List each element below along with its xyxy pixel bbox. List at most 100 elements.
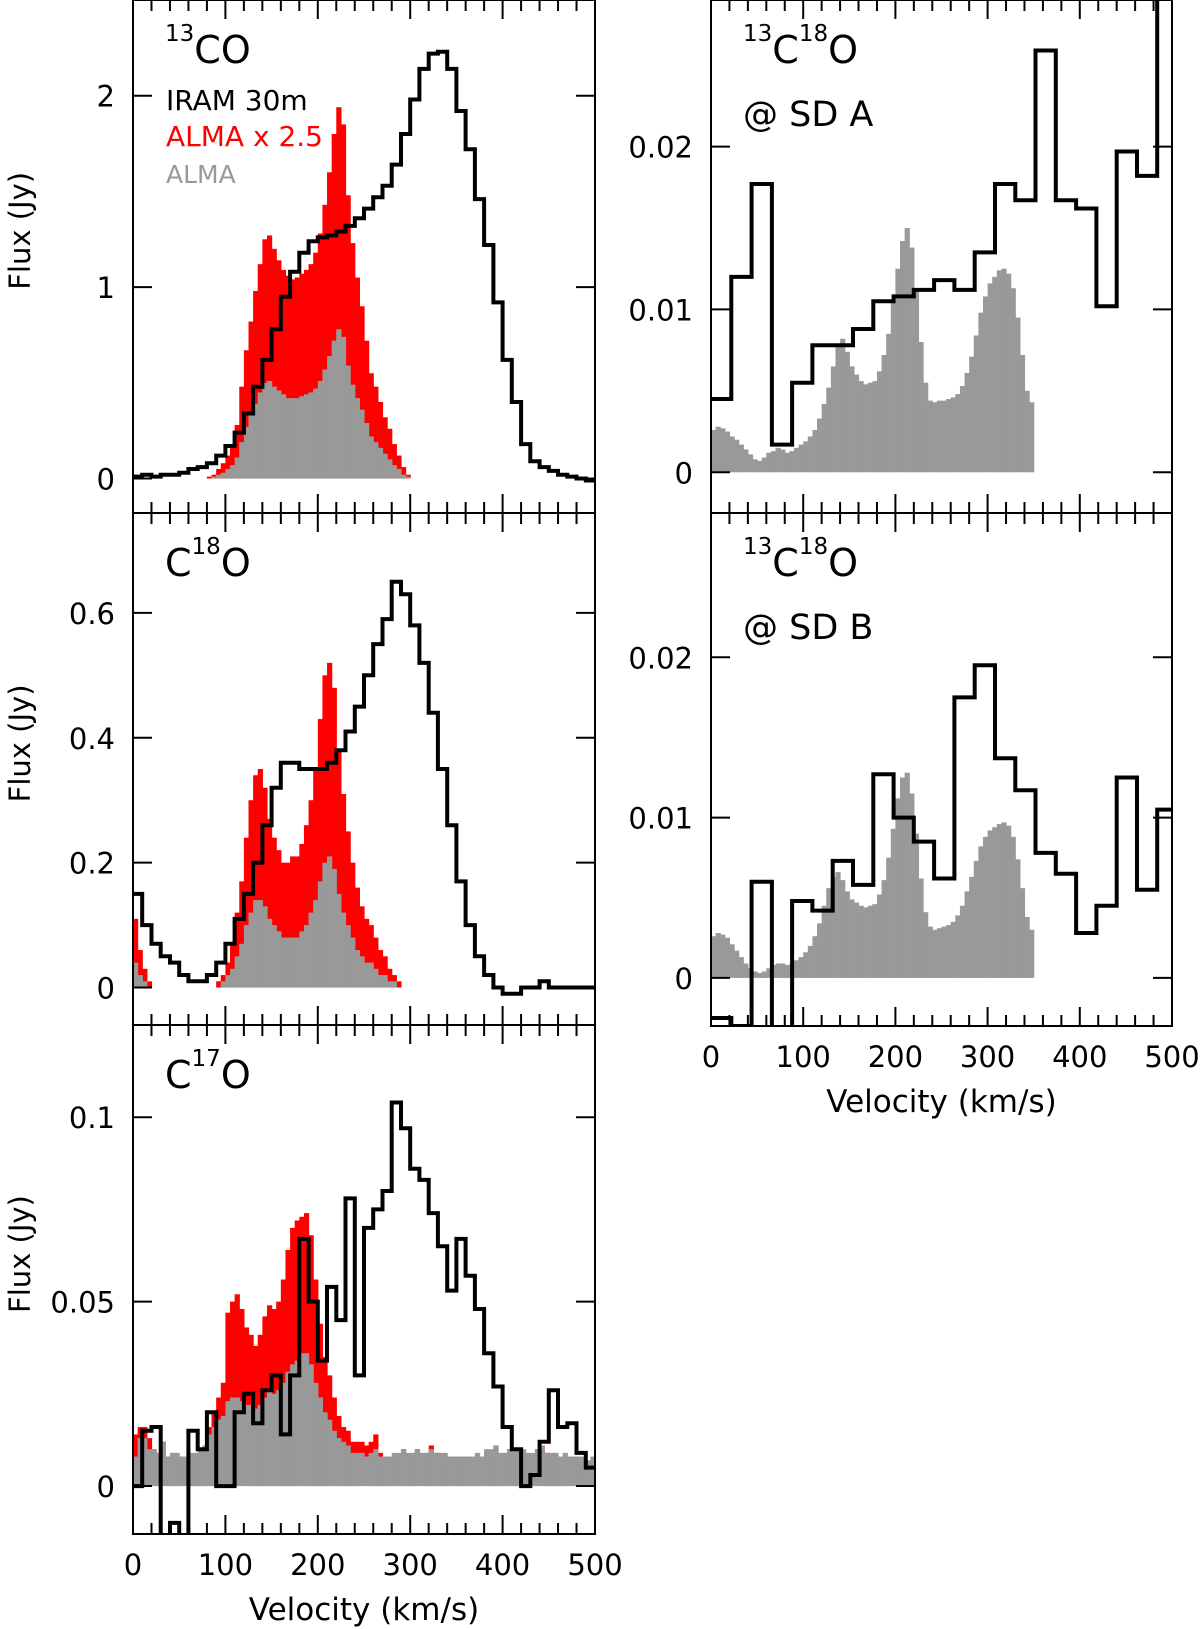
histogram-bar bbox=[179, 1456, 185, 1487]
histogram-bar bbox=[299, 1216, 305, 1487]
histogram-bar bbox=[784, 452, 790, 473]
legend-iram-30m: IRAM 30m bbox=[166, 84, 308, 117]
iram-30m-step-line bbox=[711, 663, 1172, 1026]
histogram-bar bbox=[271, 1393, 277, 1487]
histogram-bar bbox=[812, 936, 818, 978]
histogram-bar bbox=[308, 264, 314, 479]
species-isotope-number: 13 bbox=[743, 21, 772, 47]
histogram-bar bbox=[322, 369, 328, 479]
histogram-bar bbox=[1029, 402, 1035, 473]
histogram-bar bbox=[474, 1452, 481, 1487]
histogram-bar bbox=[364, 918, 370, 988]
histogram-bar bbox=[239, 1401, 245, 1487]
histogram-bar bbox=[382, 975, 388, 988]
histogram-bar bbox=[285, 398, 291, 479]
histogram-bar bbox=[876, 894, 883, 978]
histogram-bar bbox=[890, 828, 896, 978]
y-tick-label: 0.05 bbox=[50, 1286, 115, 1320]
y-tick-label: 0 bbox=[97, 972, 115, 1006]
histogram-bar bbox=[234, 424, 240, 479]
histogram-bar bbox=[909, 793, 915, 978]
y-axis-ticks bbox=[711, 145, 1172, 474]
histogram-bar bbox=[830, 366, 837, 473]
histogram-bar bbox=[290, 279, 296, 479]
histogram-bar bbox=[364, 1456, 370, 1487]
histogram-bar bbox=[872, 381, 878, 473]
histogram-bar bbox=[433, 1452, 439, 1487]
histogram-bar bbox=[711, 429, 717, 473]
histogram-bar bbox=[262, 906, 268, 988]
iram-30m-step-line bbox=[133, 49, 595, 483]
histogram-bar bbox=[844, 891, 850, 978]
histogram-bar bbox=[442, 1452, 448, 1487]
species-label: 13C18O bbox=[743, 21, 858, 72]
histogram-bar bbox=[844, 351, 850, 473]
alma-scaled-histogram bbox=[206, 107, 411, 479]
histogram-bar bbox=[396, 981, 402, 988]
histogram-bar bbox=[373, 968, 379, 988]
y-tick-label: 1 bbox=[97, 271, 115, 305]
histogram-bar bbox=[225, 1312, 231, 1487]
panel-frame bbox=[710, 512, 1173, 1027]
histogram-bar bbox=[336, 107, 342, 479]
histogram-bar bbox=[373, 1449, 379, 1487]
histogram-bar bbox=[239, 943, 245, 988]
x-tick-label: 100 bbox=[776, 1040, 831, 1074]
histogram-bar bbox=[299, 931, 305, 988]
histogram-bar bbox=[992, 827, 998, 978]
histogram-bar bbox=[927, 926, 933, 978]
histogram-bar bbox=[345, 831, 351, 988]
histogram-bar bbox=[239, 881, 245, 988]
histogram-bar bbox=[290, 856, 296, 988]
x-tick-label: 0 bbox=[124, 1548, 142, 1582]
histogram-bar bbox=[350, 243, 356, 479]
histogram-bar bbox=[724, 431, 731, 473]
species-isotope-number: 18 bbox=[192, 534, 221, 560]
histogram-bar bbox=[724, 937, 731, 978]
histogram-bar bbox=[253, 900, 259, 988]
histogram-bar bbox=[327, 356, 333, 479]
histogram-bar bbox=[840, 880, 846, 978]
histogram-bar bbox=[276, 1390, 282, 1487]
histogram-bar bbox=[743, 963, 749, 978]
histogram-bar bbox=[766, 968, 772, 978]
histogram-bar bbox=[978, 846, 984, 978]
species-element: C bbox=[165, 1053, 192, 1097]
histogram-bar bbox=[826, 888, 832, 978]
histogram-bar bbox=[234, 1397, 240, 1487]
histogram-bar bbox=[373, 386, 379, 479]
histogram-bar bbox=[137, 950, 143, 988]
histogram-bar bbox=[959, 905, 966, 978]
histogram-bar bbox=[973, 335, 979, 473]
histogram-bar bbox=[262, 787, 268, 988]
histogram-bar bbox=[886, 857, 892, 978]
histogram-bar bbox=[299, 273, 305, 479]
histogram-bar bbox=[982, 296, 989, 473]
histogram-bar bbox=[336, 1438, 342, 1487]
y-axis-ticks bbox=[133, 611, 595, 989]
histogram-bar bbox=[479, 1456, 485, 1487]
histogram-bar bbox=[290, 937, 296, 988]
histogram-bar bbox=[775, 963, 781, 978]
histogram-bar bbox=[313, 252, 319, 479]
x-tick-label: 300 bbox=[383, 1548, 438, 1582]
histogram-bar bbox=[327, 172, 333, 479]
histogram-bar bbox=[803, 952, 809, 978]
species-element: O bbox=[221, 1053, 251, 1097]
species-isotope-number: 13 bbox=[743, 534, 772, 560]
histogram-bar bbox=[262, 1397, 268, 1487]
y-tick-label: 0 bbox=[675, 962, 693, 996]
alma-histogram bbox=[211, 329, 411, 479]
histogram-bar bbox=[849, 899, 855, 978]
histogram-bar bbox=[327, 662, 333, 988]
iram-30m-step-line bbox=[133, 1100, 595, 1534]
histogram-bar bbox=[711, 936, 717, 978]
histogram-bar bbox=[766, 452, 772, 473]
histogram-bar bbox=[243, 925, 250, 988]
histogram-bar bbox=[752, 971, 758, 978]
histogram-bar bbox=[364, 962, 370, 988]
plot-area bbox=[133, 49, 595, 483]
histogram-bar bbox=[313, 1382, 319, 1487]
histogram-bar bbox=[331, 687, 337, 988]
histogram-bar bbox=[290, 1227, 296, 1487]
